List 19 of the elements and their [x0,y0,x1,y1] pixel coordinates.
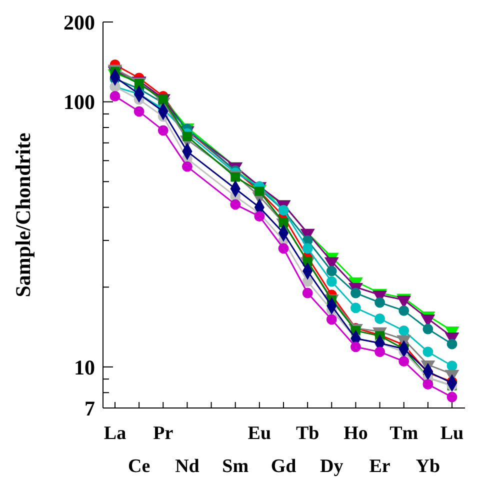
x-tick-label: Er [369,456,391,477]
y-tick-label: 200 [64,10,95,34]
x-tick-label: Gd [270,456,297,477]
y-tick-label: 7 [84,396,95,420]
x-tick-label: Yb [416,456,440,477]
x-tick-label: Pr [153,423,174,444]
x-tick-label: Ho [344,423,368,444]
x-tick-label: Nd [175,456,200,477]
x-tick-label: Eu [248,423,272,444]
x-tick-label: Sm [222,456,249,477]
x-tick-label: La [104,423,127,444]
x-tick-label: Dy [320,456,344,477]
x-tick-label: Lu [440,423,464,444]
x-tick-label: Tb [296,423,320,444]
x-tick-label: Tm [390,423,418,444]
y-tick-label: 10 [74,355,95,380]
y-tick-label: 100 [64,90,95,114]
y-axis-title: Sample/Chondrite [11,132,35,298]
x-tick-label: Ce [128,456,150,477]
